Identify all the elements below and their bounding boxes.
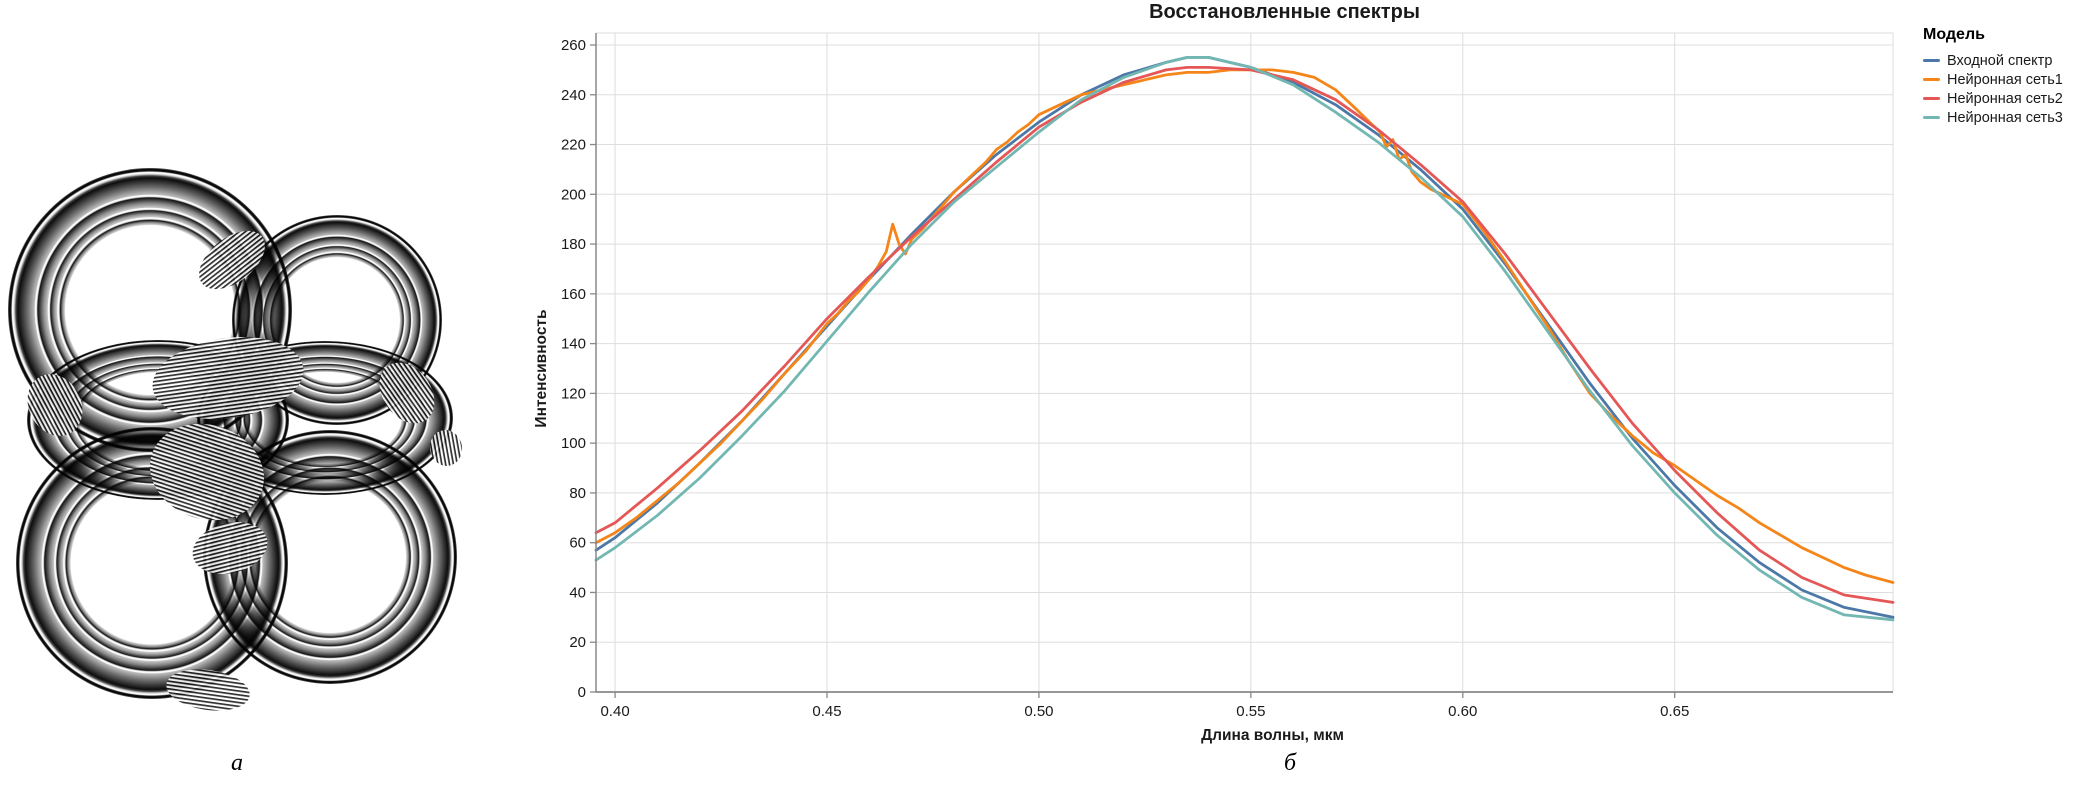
- y-tick-label: 220: [561, 137, 586, 154]
- series-line-2: [594, 66, 1895, 604]
- y-tick-label: 100: [561, 435, 586, 452]
- y-tick-label: 20: [569, 634, 586, 651]
- chart-title: Восстановленные спектры: [1149, 1, 1420, 23]
- spectra-chart-svg: 0 20 40 60 80 100 120 140 160 180 200 220 240 260 0.40…: [533, 1, 1895, 744]
- y-tick-label: 240: [561, 87, 586, 104]
- x-tick-label: 0.60: [1448, 703, 1477, 720]
- moire-stripe-patch-0: [199, 230, 265, 290]
- moire-stripe-patch-3: [149, 423, 265, 521]
- legend-swatch: [1923, 116, 1940, 119]
- legend-label: Нейронная сеть2: [1947, 90, 2063, 107]
- x-tick-label: 0.45: [812, 703, 841, 720]
- spectra-chart: 0 20 40 60 80 100 120 140 160 180 200 220 240 260 0.40…: [530, 0, 2086, 794]
- plot-border: [595, 32, 1894, 693]
- y-tick-label: 0: [578, 684, 586, 701]
- caption-a: а: [231, 750, 243, 776]
- legend-label: Нейронная сеть1: [1947, 71, 2063, 88]
- legend-swatch: [1923, 59, 1940, 62]
- series-line-1: [594, 68, 1895, 584]
- y-tick-label: 200: [561, 186, 586, 203]
- y-tick-label: 260: [561, 37, 586, 54]
- y-tick-label: 140: [561, 336, 586, 353]
- moire-stripe-patch-1: [27, 374, 83, 436]
- x-tick-label: 0.40: [600, 703, 629, 720]
- y-tick-label: 40: [569, 584, 586, 601]
- y-axis-title: Интенсивность: [533, 309, 550, 427]
- x-tick-label: 0.65: [1660, 703, 1689, 720]
- legend-swatch: [1923, 78, 1940, 81]
- y-tick-label: 80: [569, 485, 586, 502]
- legend-item: Нейронная сеть1: [1923, 70, 2083, 89]
- moire-stripe-patch-6: [192, 522, 268, 574]
- legend-item: Нейронная сеть3: [1923, 108, 2083, 127]
- caption-b: б: [1283, 750, 1297, 776]
- diffraction-rings-panel: [0, 0, 530, 794]
- chart-legend: Модель Входной спектр Нейронная сеть1 Нейр…: [1923, 26, 2083, 127]
- series-line-0: [594, 56, 1895, 619]
- moire-stripe-patch-2: [152, 337, 304, 419]
- y-tick-label: 120: [561, 385, 586, 402]
- y-tick-label: 60: [569, 535, 586, 552]
- moire-stripe-patch-4: [379, 362, 435, 424]
- axes: 0 20 40 60 80 100 120 140 160 180 200 220 240 260 0.40…: [561, 33, 1893, 720]
- series-lines: [594, 56, 1895, 622]
- rings-image: [8, 168, 463, 711]
- legend-label: Нейронная сеть3: [1947, 109, 2063, 126]
- moire-stripe-patch-7: [166, 669, 250, 711]
- legend-title: Модель: [1923, 26, 1985, 43]
- x-tick-label: 0.50: [1024, 703, 1053, 720]
- legend-item: Входной спектр: [1923, 51, 2083, 70]
- y-tick-label: 180: [561, 236, 586, 253]
- y-tick-label: 160: [561, 286, 586, 303]
- x-axis-title: Длина волны, мкм: [1201, 727, 1344, 744]
- moire-stripe-patch-5: [429, 430, 463, 466]
- gridlines: [596, 33, 1893, 693]
- series-line-3: [594, 56, 1895, 622]
- ring-system-5: [203, 430, 457, 684]
- legend-item: Нейронная сеть2: [1923, 89, 2083, 108]
- legend-swatch: [1923, 97, 1940, 100]
- legend-label: Входной спектр: [1947, 52, 2053, 69]
- x-tick-label: 0.55: [1236, 703, 1265, 720]
